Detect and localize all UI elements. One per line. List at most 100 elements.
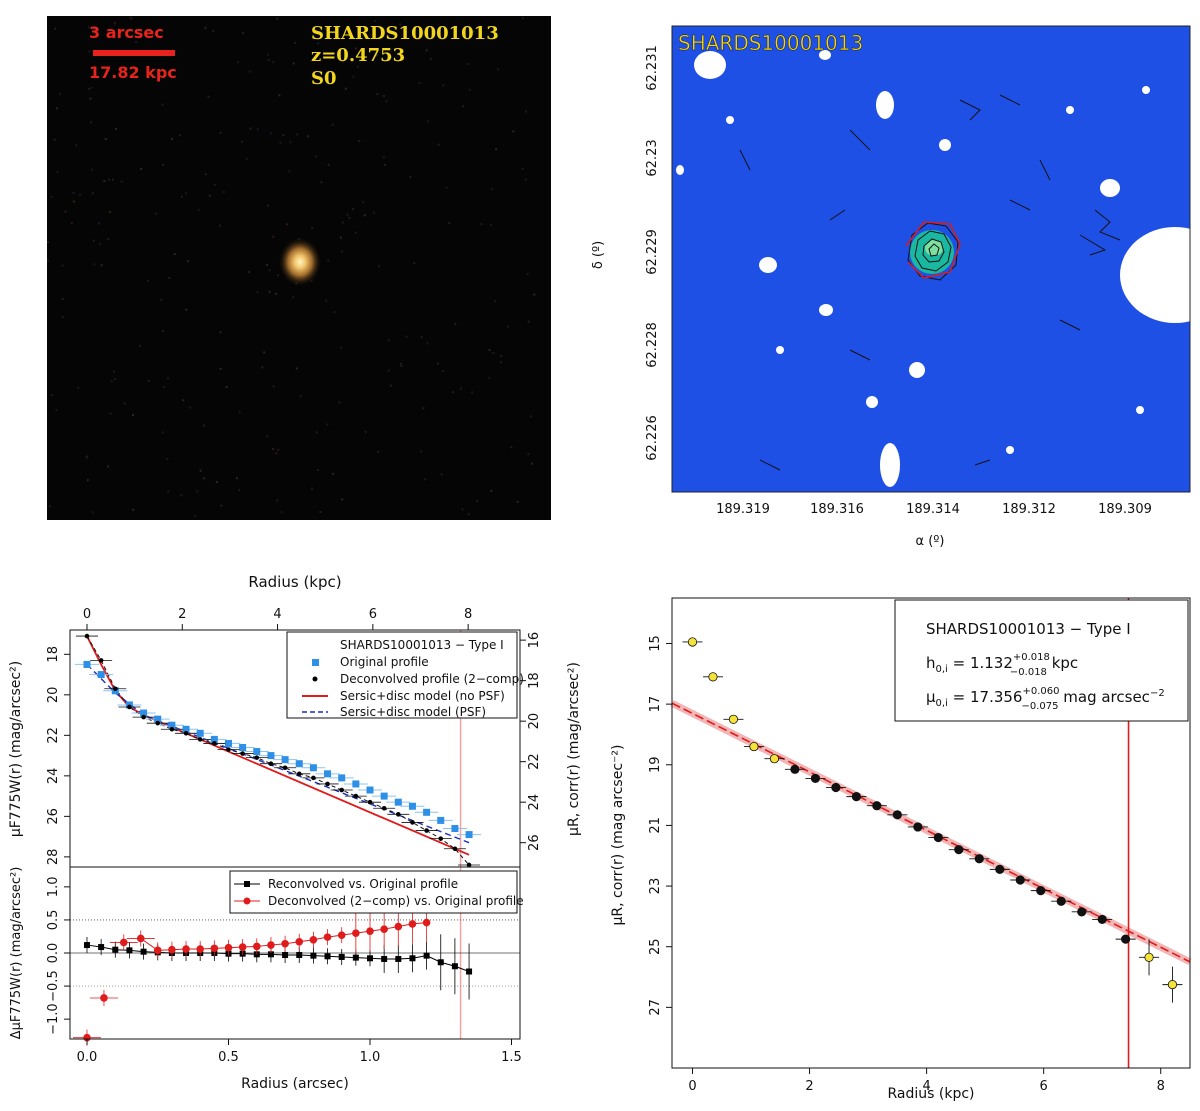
noise-speck [185, 308, 188, 311]
noise-speck [319, 511, 322, 513]
noise-speck [245, 157, 248, 160]
deconvolved-point [155, 720, 161, 726]
noise-speck [173, 253, 176, 256]
deconvolved-residual-point [267, 941, 275, 949]
noise-speck [56, 107, 59, 110]
noise-speck [507, 325, 510, 328]
left-y-tick-label: 26 [46, 808, 61, 825]
noise-speck [527, 320, 530, 323]
noise-speck [426, 342, 429, 345]
noise-speck [522, 16, 524, 19]
galaxy-blob [278, 237, 322, 287]
deconvolved-residual-point [119, 938, 128, 947]
original-point [408, 802, 416, 810]
legend-marker-deconv-res [243, 897, 251, 905]
original-point [451, 825, 459, 833]
noise-speck [93, 263, 96, 266]
profile-point [831, 782, 841, 793]
top-x-tick-label: 8 [464, 607, 472, 622]
deconvolved-point [127, 704, 132, 710]
noise-speck [53, 138, 56, 141]
noise-speck [382, 156, 385, 159]
noise-speck [497, 68, 500, 71]
deconvolved-point [466, 862, 472, 868]
fit-y-tick-label: 17 [648, 696, 663, 713]
deconvolved-residual-point [422, 918, 431, 927]
x-tick: 189.312 [1002, 502, 1056, 517]
noise-speck [64, 210, 67, 213]
noise-speck [292, 296, 295, 299]
noise-speck [79, 193, 81, 196]
deconvolved-residual-point [196, 945, 204, 953]
noise-speck [533, 293, 536, 296]
noise-speck [326, 423, 329, 426]
noise-speck [422, 407, 425, 410]
legend-title: SHARDS10001013 − Type I [340, 638, 504, 652]
reconvolved-point [296, 951, 303, 958]
reconvolved-point [381, 955, 388, 962]
deconvolved-point [296, 771, 302, 777]
profile-point [1167, 980, 1178, 990]
profile-point [995, 864, 1005, 874]
noise-speck [524, 178, 527, 181]
fit-x-tick-label: 0 [688, 1079, 696, 1094]
noise-speck [249, 127, 252, 130]
fit-plot-frame [671, 597, 1191, 1069]
noise-speck [88, 50, 91, 53]
noise-speck [389, 384, 392, 387]
deconvolved-point [367, 799, 373, 805]
noise-speck [162, 330, 164, 332]
noise-speck [266, 435, 269, 438]
noise-speck [72, 200, 75, 203]
noise-speck [338, 401, 341, 404]
noise-speck [490, 223, 492, 226]
deconvolved-residual-point [408, 920, 417, 928]
noise-speck [272, 448, 274, 450]
profile-point [810, 773, 821, 784]
noise-speck [123, 402, 126, 405]
noise-speck [289, 141, 292, 144]
noise-speck [98, 222, 100, 225]
legend-marker-deconvolved [312, 676, 318, 682]
reconvolved-point [409, 955, 416, 962]
noise-speck [471, 391, 474, 394]
noise-speck [315, 431, 318, 434]
noise-speck [132, 414, 134, 416]
noise-speck [266, 263, 269, 266]
original-point [366, 786, 374, 794]
profile-point [1056, 896, 1066, 906]
noise-speck [277, 274, 279, 277]
reconvolved-point [451, 963, 458, 970]
noise-speck [282, 134, 285, 136]
fit-y-tick-label: 15 [648, 635, 663, 652]
fit-y-axis-label: μR, corr(r) (mag arcsec⁻²) [610, 744, 626, 925]
noise-speck [199, 469, 202, 472]
x-tick: 189.314 [906, 502, 960, 517]
left-y-axis-label: μF775W(r) (mag/arcsec²) [8, 661, 24, 837]
deconvolved-point [226, 747, 231, 752]
right-y-tick-label: 24 [527, 794, 542, 811]
noise-speck [203, 424, 206, 427]
profile-point [913, 822, 923, 832]
noise-speck [531, 462, 534, 465]
noise-speck [387, 369, 390, 372]
deconvolved-residual-point [136, 934, 145, 943]
original-point [239, 743, 247, 751]
fit-x-tick-label: 4 [922, 1079, 930, 1094]
model-line-nopsf [86, 635, 470, 856]
original-point [423, 808, 431, 816]
noise-speck [423, 478, 426, 481]
deconvolved-point [268, 761, 274, 766]
noise-speck [50, 195, 53, 198]
noise-speck [202, 477, 205, 480]
right-y-tick-label: 20 [527, 713, 542, 730]
noise-speck [377, 450, 380, 453]
residual-legend: Reconvolved vs. Original profile Deconvo… [229, 870, 524, 914]
noise-speck [47, 241, 49, 244]
bottom-x-axis-label: Radius (arcsec) [241, 1076, 349, 1092]
noise-speck [420, 336, 423, 339]
deconvolved-residual-point [380, 925, 388, 933]
noise-speck [317, 42, 320, 45]
noise-speck [167, 490, 170, 493]
